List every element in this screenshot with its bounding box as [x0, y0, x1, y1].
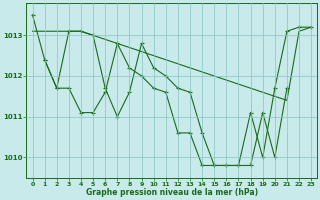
- X-axis label: Graphe pression niveau de la mer (hPa): Graphe pression niveau de la mer (hPa): [86, 188, 258, 197]
